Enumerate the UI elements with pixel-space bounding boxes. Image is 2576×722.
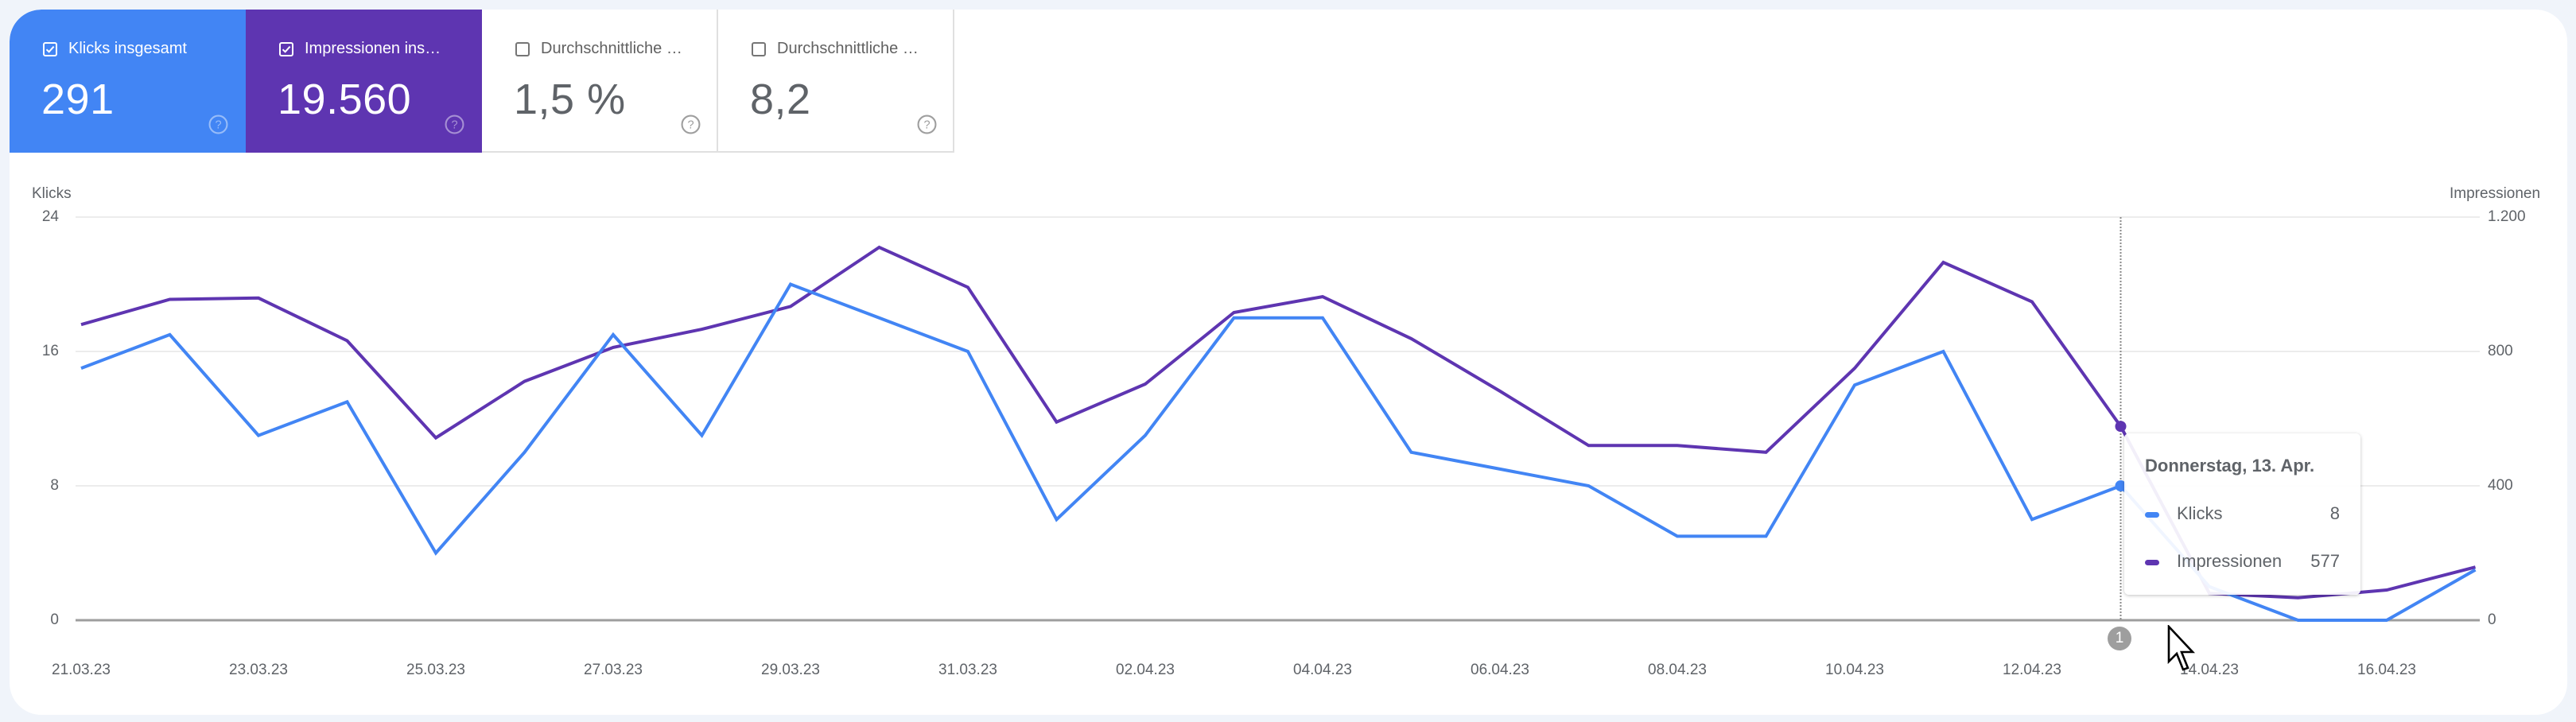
tooltip-series-name: Impressionen (2177, 551, 2283, 571)
metric-label: Durchschnittliche … (777, 40, 919, 57)
x-axis-label: 21.03.23 (52, 662, 111, 678)
help-icon[interactable]: ? (208, 115, 228, 134)
metric-card-total-impressions[interactable]: Impressionen ins… 19.560 ? (246, 10, 482, 153)
help-icon[interactable]: ? (445, 115, 464, 134)
x-axis-label: 29.03.23 (761, 662, 820, 678)
x-axis-label: 23.03.23 (229, 662, 288, 678)
metric-label: Klicks insgesamt (68, 40, 187, 57)
metric-card-total-clicks[interactable]: Klicks insgesamt 291 ? (10, 10, 246, 153)
x-axis-label: 02.04.23 (1116, 662, 1175, 678)
x-axis-label: 27.03.23 (584, 662, 643, 678)
metric-value: 291 (41, 76, 115, 123)
svg-text:?: ? (687, 119, 694, 132)
x-axis-label: 08.04.23 (1648, 662, 1707, 678)
metric-value: 19.560 (278, 76, 412, 123)
left-tick: 8 (50, 477, 59, 494)
annotation-marker[interactable]: 1 (2108, 627, 2131, 650)
left-axis-title: Klicks (32, 185, 72, 202)
x-axis-label: 16.04.23 (2357, 662, 2416, 678)
series-line-impressionen[interactable] (80, 245, 2477, 600)
svg-text:?: ? (451, 119, 457, 132)
right-tick: 1.200 (2488, 208, 2526, 225)
metric-value: 1,5 % (514, 76, 626, 123)
x-axis-label: 04.04.23 (1293, 662, 1352, 678)
x-axis-label: 12.04.23 (2003, 662, 2061, 678)
legend-swatch-icon (2145, 512, 2159, 518)
x-axis-label: 31.03.23 (938, 662, 997, 678)
right-axis-title: Impressionen (2450, 185, 2541, 202)
checkbox-checked-icon[interactable] (43, 42, 57, 56)
metric-label: Durchschnittliche … (541, 40, 682, 57)
help-icon[interactable]: ? (917, 115, 937, 134)
legend-swatch-icon (2145, 560, 2159, 565)
tooltip-series-value: 8 (2329, 503, 2340, 523)
x-axis-label: 14.04.23 (2180, 662, 2239, 678)
left-tick: 24 (41, 208, 59, 225)
tooltip-series-value: 577 (2310, 551, 2340, 571)
svg-text:?: ? (215, 119, 221, 132)
tooltip-title: Donnerstag, 13. Apr. (2145, 456, 2315, 476)
tooltip-row-clicks: Klicks 8 (2145, 503, 2340, 527)
highlight-point (2115, 480, 2127, 491)
chart-tooltip: Donnerstag, 13. Apr. Klicks 8 Impression… (2124, 433, 2360, 595)
help-icon[interactable]: ? (681, 115, 701, 134)
checkbox-checked-icon[interactable] (279, 42, 293, 56)
left-tick: 16 (41, 343, 59, 359)
left-tick: 0 (50, 611, 59, 628)
x-axis-label: 10.04.23 (1825, 662, 1884, 678)
mouse-cursor-icon (2167, 625, 2196, 671)
metric-cards: Klicks insgesamt 291 ? Impressionen ins…… (10, 10, 954, 153)
gridlines (76, 216, 2480, 622)
right-tick: 800 (2488, 343, 2513, 359)
right-tick: 400 (2488, 477, 2513, 494)
right-tick: 0 (2488, 611, 2496, 628)
highlight-point (2115, 421, 2127, 433)
checkbox-unchecked-icon[interactable] (752, 42, 766, 56)
svg-text:?: ? (923, 119, 930, 132)
series-line-klicks[interactable] (80, 282, 2477, 622)
x-axis-label: 06.04.23 (1471, 662, 1529, 678)
metric-label: Impressionen ins… (305, 40, 441, 57)
performance-panel: Klicks insgesamt 291 ? Impressionen ins…… (10, 10, 2567, 715)
checkbox-unchecked-icon[interactable] (515, 42, 530, 56)
metric-value: 8,2 (750, 76, 811, 123)
metric-card-avg-position[interactable]: Durchschnittliche … 8,2 ? (718, 10, 954, 153)
metric-card-avg-ctr[interactable]: Durchschnittliche … 1,5 % ? (482, 10, 718, 153)
tooltip-row-impressions: Impressionen 577 (2145, 551, 2340, 575)
x-axis-label: 25.03.23 (406, 662, 465, 678)
tooltip-series-name: Klicks (2177, 503, 2223, 523)
data-lines (80, 245, 2477, 622)
